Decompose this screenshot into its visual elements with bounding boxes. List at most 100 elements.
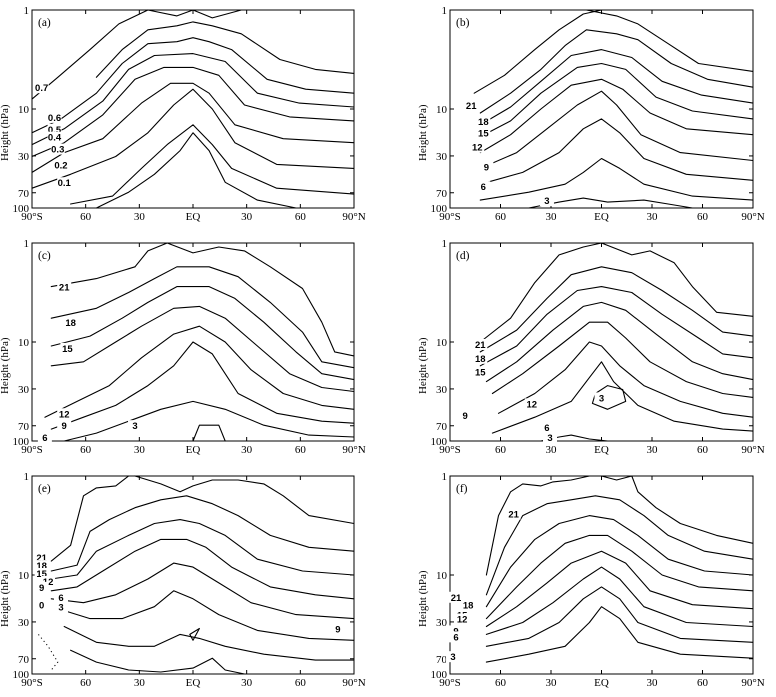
contour-label-bg [479,161,494,173]
contour-line [491,321,754,398]
contour-line [485,606,754,663]
contour-line [31,66,355,158]
contour-line [485,550,754,628]
x-tick-label: 30 [546,211,558,223]
contour-label-bg [34,560,49,572]
contour-label: 18 [36,561,47,572]
x-tick-label: 90°N [342,444,365,456]
x-tick-label: EQ [186,211,201,223]
contour-line [479,157,754,201]
contour-line [585,9,754,72]
x-tick-label: 60 [495,211,507,223]
contour-label-bg [63,317,78,329]
contour-label: 3 [599,393,604,404]
x-tick-label: 30 [241,444,253,456]
y-tick-label: 30 [436,617,448,629]
contour-label: 21 [59,283,70,294]
x-tick-label: 30 [546,444,558,456]
x-tick-label: 90°N [741,211,764,223]
contour-line [497,341,754,418]
contour-label: 18 [65,318,76,329]
contour-label: 15 [62,344,73,355]
contour-label: 0.6 [48,113,61,124]
y-axis-title: Height (hPa) [0,337,11,394]
contour-label-bg [476,181,491,193]
panel-label: (a) [38,17,51,29]
x-tick-label: 60 [697,677,709,689]
y-axis-title: Height (hPa) [0,104,11,161]
contour-label: 21 [451,593,462,604]
x-tick-label: 30 [134,444,146,456]
contour-label: 9 [463,411,468,422]
contour-label-bg [446,651,461,663]
contour-label: 6 [544,423,549,434]
x-tick-label: 30 [241,211,253,223]
y-tick-label: 70 [436,188,448,200]
contour-label: 6 [58,593,63,604]
contour-line [63,625,355,661]
contour-label-bg [539,422,554,434]
x-tick-label: 90°N [342,677,365,689]
contour-label: 12 [59,409,70,420]
contour-label: 18 [475,354,486,365]
y-tick-label: 100 [431,669,448,681]
contour-label: 12 [457,615,468,626]
panel-label: (c) [38,250,51,262]
contour-label: 0.4 [48,133,62,144]
contour-label: 9 [39,583,44,594]
y-tick-label: 30 [18,384,30,396]
contour-line [44,325,355,418]
x-tick-label: 30 [134,211,146,223]
contour-line [31,53,355,146]
contour-label: 15 [478,129,489,140]
x-tick-label: 90°S [439,444,461,456]
y-tick-label: 10 [436,570,448,582]
contour-label: 0.5 [48,125,62,136]
contour-label: 3 [544,196,549,207]
contour-label-bg [542,432,557,444]
contour-label-bg [53,591,68,603]
y-tick-label: 70 [18,188,30,200]
y-tick-label: 10 [18,337,30,349]
contour-line [591,385,627,410]
x-tick-label: 90°N [741,677,764,689]
contour-label: 21 [508,510,519,521]
y-tick-label: 30 [18,151,30,163]
x-tick-label: EQ [594,444,609,456]
x-tick-label: 30 [647,211,659,223]
y-tick-label: 1 [442,5,448,17]
contour-label-bg [330,623,345,635]
panel-label: (b) [456,17,470,29]
contour-label: 0.7 [35,83,48,94]
contour-label-bg [60,342,75,354]
contour-line [479,29,754,114]
x-tick-label: 90°N [741,444,764,456]
y-axis-title: Height (hPa) [417,337,429,394]
x-tick-label: 90°S [439,211,461,223]
dotted-contour [38,634,59,671]
contour-line [31,37,355,134]
contour-label-bg [34,552,49,564]
contour-line [70,124,355,205]
contour-line [134,475,355,525]
x-tick-label: 30 [647,444,659,456]
contour-line [192,424,226,442]
contour-line [485,301,754,383]
contour-label-bg [41,575,56,587]
axes-frame [449,9,754,209]
contour-line [31,88,355,189]
contour-line [485,566,754,635]
contour-label-bg [464,100,479,112]
contour-line [491,361,754,434]
contour-line [50,519,355,580]
contour-line [479,266,754,353]
contour-label-bg [594,392,609,404]
contour-label-bg [449,625,464,637]
x-tick-label: 90°N [342,211,365,223]
contour-line [50,305,355,393]
contour-label-bg [57,281,72,293]
y-tick-label: 30 [436,384,448,396]
contour-label: 3 [58,603,63,614]
